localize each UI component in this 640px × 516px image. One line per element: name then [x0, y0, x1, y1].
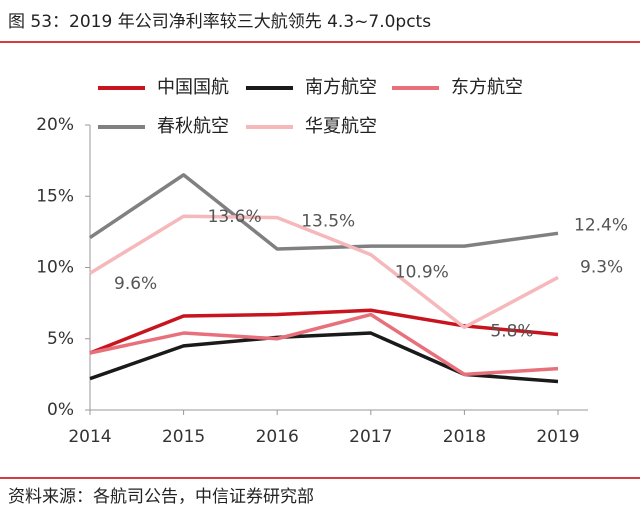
x-tick-label: 2015 — [162, 427, 205, 447]
value-label: 13.6% — [208, 207, 262, 227]
x-tick-label: 2019 — [536, 427, 579, 447]
y-tick-label: 5% — [47, 329, 74, 349]
value-label: 5.8% — [490, 321, 533, 341]
legend-label: 华夏航空 — [305, 116, 377, 137]
legend-label: 春秋航空 — [157, 116, 229, 137]
value-label: 10.9% — [395, 263, 449, 283]
series-line — [89, 308, 559, 355]
series-line — [89, 173, 559, 251]
series-line — [89, 331, 559, 384]
value-label: 12.4% — [574, 215, 628, 235]
y-tick-label: 15% — [36, 186, 74, 206]
y-tick-label: 10% — [36, 258, 74, 278]
series-line — [89, 214, 559, 330]
y-tick-label: 20% — [36, 115, 74, 135]
value-label: 9.3% — [580, 257, 623, 277]
x-tick-label: 2014 — [68, 427, 111, 447]
x-tick-label: 2017 — [349, 427, 392, 447]
legend-label: 东方航空 — [451, 77, 523, 98]
legend-label: 中国国航 — [157, 77, 229, 98]
legend-label: 南方航空 — [305, 77, 377, 98]
x-tick-label: 2018 — [443, 427, 486, 447]
y-tick-label: 0% — [47, 400, 74, 420]
chart-title: 图 53：2019 年公司净利率较三大航领先 4.3~7.0pcts — [8, 12, 431, 32]
value-label: 9.6% — [114, 274, 157, 294]
series-line — [89, 312, 559, 377]
x-tick-label: 2016 — [256, 427, 299, 447]
source: 资料来源：各航司公告，中信证券研究部 — [8, 487, 314, 507]
value-label: 13.5% — [301, 212, 355, 232]
